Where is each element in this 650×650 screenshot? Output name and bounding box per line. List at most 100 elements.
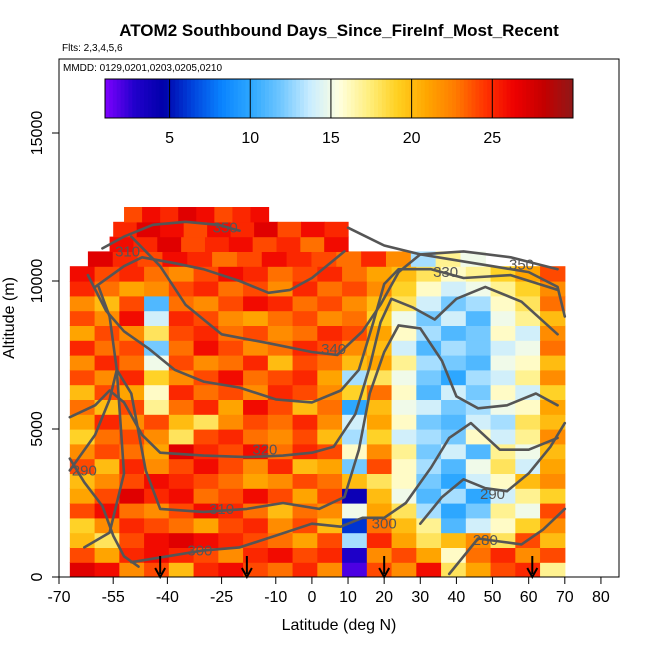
heatmap-cell [366, 503, 393, 519]
colorbar-swatch [233, 79, 239, 118]
colorbar-swatch [241, 79, 246, 118]
colorbar-swatch [561, 79, 566, 118]
colorbar-swatch [198, 79, 203, 118]
heatmap-cell [465, 355, 492, 371]
colorbar-swatch [218, 79, 223, 118]
colorbar-swatch [417, 79, 422, 118]
heatmap-cell [515, 355, 541, 371]
heatmap-cell [254, 221, 279, 238]
heatmap-cell [119, 340, 145, 356]
colorbar-swatch [479, 79, 484, 118]
heatmap-cell [267, 488, 294, 504]
heatmap-cell [144, 532, 170, 548]
heatmap-cell [300, 236, 325, 252]
heatmap-cell [515, 369, 541, 386]
heatmap-cell [267, 473, 294, 489]
heatmap-cell [366, 325, 393, 341]
colorbar-swatch [530, 79, 535, 118]
heatmap-cell [515, 458, 541, 474]
heatmap-cell [515, 340, 541, 356]
heatmap-cell [490, 414, 516, 430]
colorbar-swatch [264, 79, 270, 118]
heatmap-cell [193, 458, 219, 474]
heatmap-cell [69, 399, 96, 415]
heatmap-cell [366, 443, 393, 460]
heatmap-cell [218, 458, 244, 474]
heatmap-cell [366, 429, 393, 445]
contour-label: 340 [321, 341, 346, 358]
colorbar-swatch [303, 79, 309, 118]
colorbar-tick-label: 25 [483, 130, 501, 147]
heatmap-cell [441, 547, 467, 563]
colorbar-swatch [502, 79, 508, 118]
heatmap-cell [183, 221, 208, 238]
heatmap-cell [292, 562, 318, 577]
x-tick-label: 50 [484, 589, 502, 606]
contour-line [68, 285, 559, 459]
colorbar-swatch [440, 79, 445, 118]
heatmap-cell [465, 429, 492, 445]
heatmap-cell [465, 503, 492, 519]
heatmap-cell [515, 325, 541, 341]
heatmap-cell [416, 295, 442, 312]
heatmap-cell [69, 325, 96, 341]
chart-title: ATOM2 Southbound Days_Since_FireInf_Most… [119, 21, 559, 40]
colorbar-swatch [354, 79, 359, 118]
heatmap-cell [144, 458, 170, 474]
y-tick-label: 10000 [29, 259, 46, 304]
heatmap-cell [317, 340, 343, 356]
heatmap-cell [218, 266, 244, 282]
colorbar-swatch [229, 79, 235, 118]
heatmap-cell [193, 340, 219, 356]
heatmap-cell [168, 325, 195, 341]
heatmap-cell [292, 310, 318, 326]
heatmap-cell [292, 355, 318, 371]
heatmap-cell [515, 547, 541, 563]
heatmap-cell [243, 295, 269, 312]
heatmap-cell [119, 369, 145, 386]
heatmap-cell [540, 443, 566, 460]
contour-line [130, 421, 559, 564]
heatmap-cell [416, 443, 442, 460]
heatmap-cell [416, 414, 442, 430]
heatmap-cell [540, 295, 566, 312]
colorbar-swatch [105, 79, 110, 118]
heatmap-cell [391, 340, 417, 356]
colorbar-swatch [510, 79, 515, 118]
heatmap-cell [87, 251, 114, 267]
contour-labels: 350 330 340 320 310 300 300 290 280 290 350 310 [72, 220, 534, 560]
colorbar-swatch [420, 79, 426, 118]
heatmap-cell [144, 517, 170, 534]
heatmap-cell [133, 236, 158, 252]
heatmap-cell [193, 414, 219, 430]
heatmap-cell [267, 384, 294, 400]
plot-frame [58, 58, 620, 578]
heatmap-cell [441, 517, 467, 534]
heatmap-cell [232, 207, 252, 223]
heatmap-cell [218, 414, 244, 430]
contour-label: 290 [72, 462, 97, 479]
heatmap-cell [342, 295, 368, 312]
colorbar-swatch [444, 79, 449, 118]
heatmap-cell [391, 532, 417, 548]
heatmap-cell [286, 251, 313, 267]
colorbar-swatch [222, 79, 227, 118]
heatmap-cell [243, 355, 269, 371]
heatmap-cell [391, 458, 417, 474]
heatmap-cell [218, 310, 244, 326]
heatmap-cell [490, 325, 516, 341]
heatmap-cell [218, 355, 244, 371]
heatmap-cell [391, 414, 417, 430]
contour-lines [68, 220, 567, 576]
colorbar-swatch [487, 79, 492, 118]
heatmap-cell [391, 517, 417, 534]
heatmap-cell [168, 517, 195, 534]
colorbar-swatch [202, 79, 207, 118]
heatmap-cell [490, 503, 516, 519]
heatmap-cell [540, 384, 566, 400]
heatmap-cell [218, 532, 244, 548]
heatmap-cell [292, 414, 318, 430]
heatmap-cell [243, 266, 269, 282]
heatmap-cell [416, 399, 442, 415]
heatmap-cell [292, 369, 318, 386]
